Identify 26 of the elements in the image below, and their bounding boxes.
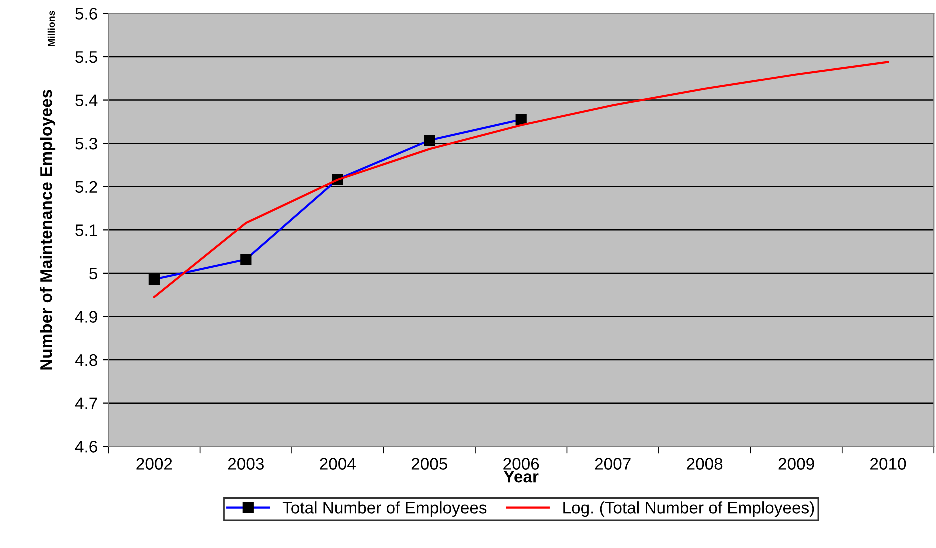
x-tick-label: 2010 [870,458,906,470]
y-tick-label: 4.8 [75,354,98,366]
y-tick-label: 4.7 [75,398,98,410]
x-tick-label: 2002 [136,458,172,470]
x-tick-label: 2006 [504,458,540,470]
y-tick-label: 5.3 [76,138,98,150]
x-tick-label: 2008 [687,458,723,470]
legend-label: Log. (Total Number of Employees) [564,502,814,518]
y-tick-label: 5.6 [76,8,98,20]
y-tick-label: 5.2 [76,181,98,194]
x-tick-label: 2004 [320,458,356,470]
text: Millions [48,11,56,46]
x-axis-title: Year [504,471,539,483]
y-axis-title: Number of Maintenance Employees [40,90,56,370]
x-tick-label: 2005 [412,458,448,470]
y-tick-label: 5.5 [76,52,98,64]
y-tick-label: 5.1 [76,224,98,236]
y-tick-label: 5.4 [76,94,98,106]
x-tick-label: 2003 [228,458,264,470]
y-tick-label: 4.9 [75,311,98,323]
y-tick-label: 5 [90,268,98,280]
y-tick-label: 4.6 [75,441,98,453]
legend-label: Total Number of Employees [282,502,487,518]
x-tick-label: 2009 [778,458,814,470]
line-series [153,61,890,298]
x-tick-label: 2007 [595,458,631,470]
